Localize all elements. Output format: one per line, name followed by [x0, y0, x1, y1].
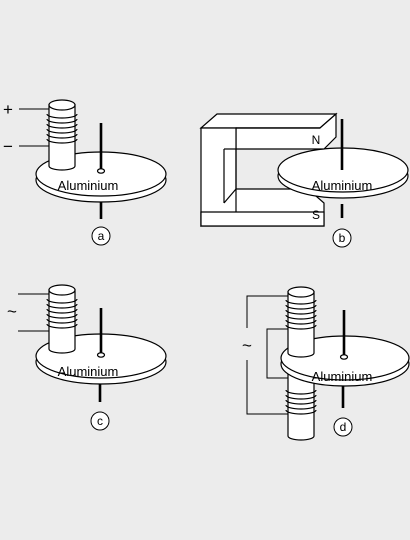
magnet-top-face [199, 113, 338, 129]
coil-core-top [287, 286, 315, 298]
diagram-b: Aluminium N S b [199, 112, 409, 248]
terminal-plus: + [3, 100, 13, 119]
letter-badge [333, 417, 353, 437]
coil-windings [46, 298, 78, 329]
letter-d: d [340, 420, 347, 434]
magnet-inner-edges [223, 127, 320, 204]
pole-north: N [312, 133, 321, 147]
pole-south: S [312, 208, 320, 222]
upper-coil [285, 286, 317, 358]
disk-label: Aluminium [312, 369, 373, 384]
spindle-pivot [96, 168, 106, 174]
coil-windings [46, 113, 78, 144]
magnet-back [200, 127, 237, 227]
ac-symbol: ~ [7, 302, 17, 321]
coil-windings [285, 389, 317, 415]
diagram-d: Aluminium ~ d [242, 286, 410, 441]
spindle-pivot [339, 354, 349, 360]
coil-core-top [48, 284, 76, 296]
coil-core [48, 289, 76, 354]
diagram-c: Aluminium ~ c [7, 284, 167, 431]
letter-c: c [97, 414, 103, 428]
coil-core [287, 371, 315, 441]
letter-b: b [339, 231, 346, 245]
coil-wiring [246, 295, 288, 415]
ac-symbol: ~ [242, 336, 252, 355]
coil-core-top [48, 99, 76, 111]
letter-badge [332, 228, 352, 248]
disk-label: Aluminium [58, 178, 119, 193]
letter-a: a [98, 229, 105, 243]
magnet-lower-front [200, 211, 325, 227]
letter-badge [91, 226, 111, 246]
spindle-pivot [96, 352, 106, 358]
diagram-a: Aluminium + − a [3, 99, 167, 246]
disk-label: Aluminium [312, 178, 373, 193]
letter-badge [90, 411, 110, 431]
terminal-minus: − [3, 137, 13, 156]
lower-coil [285, 371, 317, 441]
coil-windings [285, 299, 317, 330]
disk-label: Aluminium [58, 364, 119, 379]
